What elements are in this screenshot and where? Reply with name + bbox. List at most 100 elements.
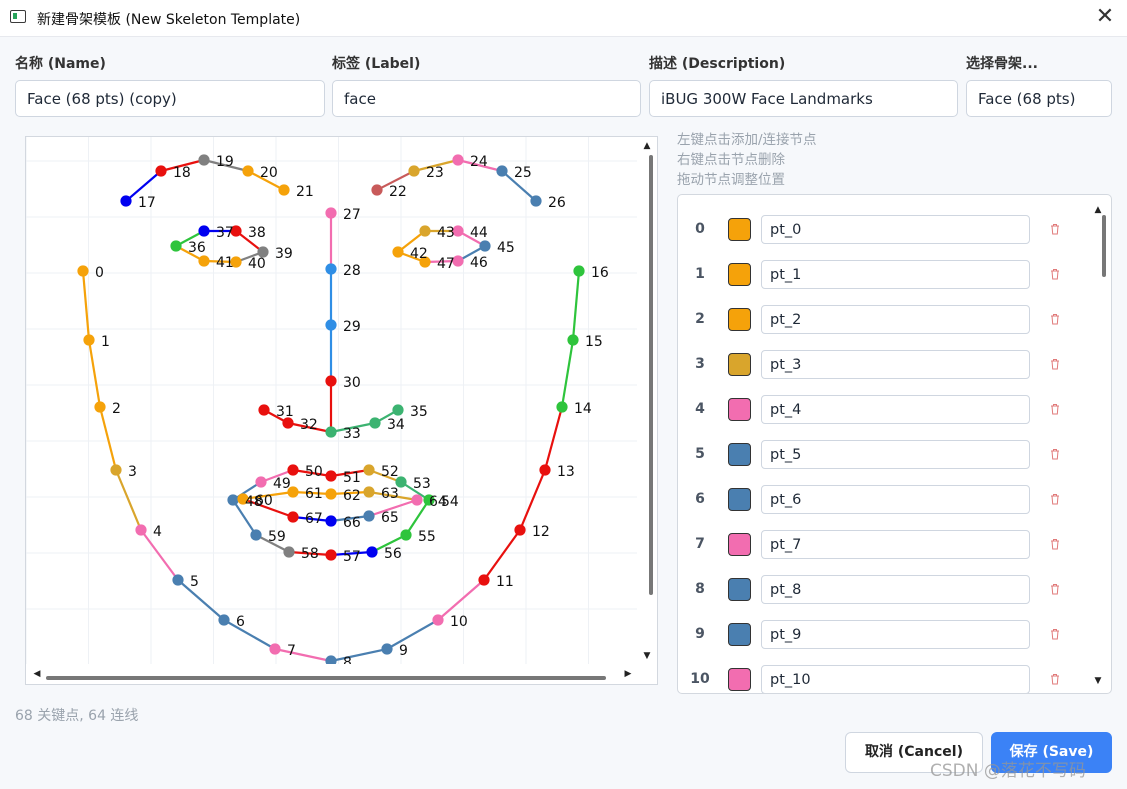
canvas-horizontal-scroll-thumb[interactable] <box>46 676 606 680</box>
keypoint-node[interactable] <box>198 255 210 267</box>
color-swatch[interactable] <box>728 488 751 511</box>
color-swatch[interactable] <box>728 443 751 466</box>
trash-icon[interactable] <box>1050 628 1060 640</box>
list-scroll-down-icon[interactable]: ▼ <box>1094 676 1102 686</box>
keypoint-name-input[interactable] <box>761 350 1030 379</box>
scroll-up-arrow-icon[interactable]: ▲ <box>643 141 651 151</box>
keypoint-list[interactable]: 0 1 2 3 4 5 6 7 8 9 10 ▲ ▼ <box>677 194 1112 694</box>
keypoint-node[interactable] <box>155 165 167 177</box>
keypoint-name-input[interactable] <box>761 260 1030 289</box>
canvas-horizontal-scrollbar[interactable]: ◀ ▶ <box>26 664 639 684</box>
keypoint-node[interactable] <box>432 614 444 626</box>
keypoint-node[interactable] <box>530 195 542 207</box>
keypoint-node[interactable] <box>514 524 526 536</box>
keypoint-node[interactable] <box>539 464 551 476</box>
scroll-right-arrow-icon[interactable]: ▶ <box>624 669 632 679</box>
keypoint-name-input[interactable] <box>761 485 1030 514</box>
keypoint-node[interactable] <box>287 464 299 476</box>
keypoint-node[interactable] <box>452 154 464 166</box>
cancel-button[interactable]: 取消 (Cancel) <box>845 732 983 773</box>
keypoint-node[interactable] <box>257 246 269 258</box>
keypoint-node[interactable] <box>325 655 337 665</box>
keypoint-node[interactable] <box>198 154 210 166</box>
keypoint-node[interactable] <box>411 494 423 506</box>
keypoint-node[interactable] <box>423 494 435 506</box>
color-swatch[interactable] <box>728 668 751 691</box>
keypoint-node[interactable] <box>478 574 490 586</box>
color-swatch[interactable] <box>728 308 751 331</box>
canvas-vertical-scroll-thumb[interactable] <box>649 155 653 595</box>
trash-icon[interactable] <box>1050 448 1060 460</box>
color-swatch[interactable] <box>728 398 751 421</box>
trash-icon[interactable] <box>1050 358 1060 370</box>
keypoint-node[interactable] <box>218 614 230 626</box>
canvas-vertical-scrollbar[interactable]: ▲ ▼ <box>637 137 657 665</box>
list-vertical-scrollbar[interactable]: ▲ ▼ <box>1091 203 1105 688</box>
color-swatch[interactable] <box>728 263 751 286</box>
keypoint-node[interactable] <box>363 510 375 522</box>
keypoint-node[interactable] <box>325 426 337 438</box>
keypoint-node[interactable] <box>325 470 337 482</box>
keypoint-node[interactable] <box>371 184 383 196</box>
keypoint-node[interactable] <box>419 256 431 268</box>
keypoint-name-input[interactable] <box>761 215 1030 244</box>
color-swatch[interactable] <box>728 353 751 376</box>
keypoint-node[interactable] <box>325 319 337 331</box>
keypoint-node[interactable] <box>496 165 508 177</box>
keypoint-node[interactable] <box>325 515 337 527</box>
keypoint-node[interactable] <box>94 401 106 413</box>
keypoint-node[interactable] <box>83 334 95 346</box>
trash-icon[interactable] <box>1050 223 1060 235</box>
keypoint-node[interactable] <box>363 486 375 498</box>
list-scroll-thumb[interactable] <box>1102 215 1106 277</box>
keypoint-node[interactable] <box>395 476 407 488</box>
list-scroll-up-icon[interactable]: ▲ <box>1094 205 1102 215</box>
color-swatch[interactable] <box>728 578 751 601</box>
trash-icon[interactable] <box>1050 493 1060 505</box>
keypoint-node[interactable] <box>110 464 122 476</box>
keypoint-node[interactable] <box>198 225 210 237</box>
keypoint-node[interactable] <box>325 549 337 561</box>
keypoint-node[interactable] <box>400 529 412 541</box>
keypoint-node[interactable] <box>325 488 337 500</box>
skeleton-select[interactable] <box>966 80 1112 117</box>
keypoint-node[interactable] <box>369 417 381 429</box>
trash-icon[interactable] <box>1050 673 1060 685</box>
description-input[interactable] <box>649 80 958 117</box>
keypoint-node[interactable] <box>567 334 579 346</box>
keypoint-node[interactable] <box>325 207 337 219</box>
close-icon[interactable]: ✕ <box>1095 4 1115 29</box>
keypoint-node[interactable] <box>325 263 337 275</box>
keypoint-node[interactable] <box>408 165 420 177</box>
keypoint-node[interactable] <box>392 404 404 416</box>
trash-icon[interactable] <box>1050 403 1060 415</box>
keypoint-name-input[interactable] <box>761 665 1030 693</box>
color-swatch[interactable] <box>728 218 751 241</box>
label-input[interactable] <box>332 80 641 117</box>
save-button[interactable]: 保存 (Save) <box>991 732 1112 773</box>
keypoint-node[interactable] <box>366 546 378 558</box>
scroll-down-arrow-icon[interactable]: ▼ <box>643 651 651 661</box>
keypoint-node[interactable] <box>170 240 182 252</box>
keypoint-node[interactable] <box>282 417 294 429</box>
trash-icon[interactable] <box>1050 538 1060 550</box>
keypoint-node[interactable] <box>255 476 267 488</box>
trash-icon[interactable] <box>1050 583 1060 595</box>
keypoint-node[interactable] <box>556 401 568 413</box>
keypoint-node[interactable] <box>278 184 290 196</box>
keypoint-node[interactable] <box>452 255 464 267</box>
keypoint-node[interactable] <box>479 240 491 252</box>
keypoint-name-input[interactable] <box>761 620 1030 649</box>
color-swatch[interactable] <box>728 533 751 556</box>
keypoint-node[interactable] <box>227 494 239 506</box>
keypoint-node[interactable] <box>269 643 281 655</box>
keypoint-node[interactable] <box>120 195 132 207</box>
keypoint-node[interactable] <box>172 574 184 586</box>
keypoint-name-input[interactable] <box>761 530 1030 559</box>
keypoint-node[interactable] <box>381 643 393 655</box>
keypoint-node[interactable] <box>452 225 464 237</box>
keypoint-node[interactable] <box>258 404 270 416</box>
keypoint-node[interactable] <box>573 265 585 277</box>
trash-icon[interactable] <box>1050 268 1060 280</box>
scroll-left-arrow-icon[interactable]: ◀ <box>33 669 41 679</box>
